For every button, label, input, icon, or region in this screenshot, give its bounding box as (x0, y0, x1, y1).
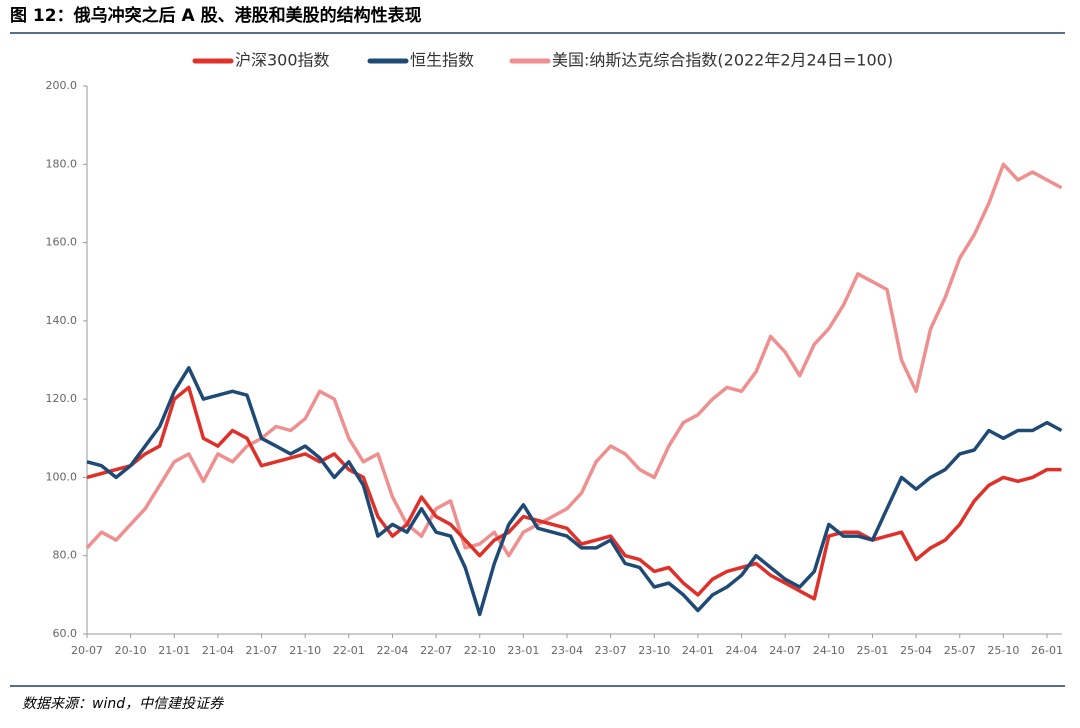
x-tick-label: 24-07 (769, 644, 801, 657)
series-line (85, 162, 1063, 558)
legend: 沪深300指数 恒生指数 美国:纳斯达克综合指数(2022年2月24日=100) (192, 51, 893, 70)
series-line (86, 366, 1063, 617)
source: 数据来源：wind，中信建投证券 (22, 696, 224, 712)
y-tick-label: 80.0 (53, 549, 78, 562)
x-tick-label: 24-01 (682, 644, 714, 657)
x-tick-label: 20-10 (115, 644, 147, 657)
series-line (86, 385, 1062, 601)
y-tick-label: 60.0 (53, 627, 78, 640)
x-tick-label: 20-07 (71, 644, 103, 657)
x-tick-label: 25-04 (900, 644, 932, 657)
y-tick-label: 180.0 (46, 157, 78, 170)
legend-label: 沪深300指数 (235, 51, 330, 70)
chart-title: 图 12：俄乌冲突之后 A 股、港股和美股的结构性表现 (10, 5, 422, 26)
x-tick-label: 21-01 (158, 644, 190, 657)
x-tick-label: 21-04 (202, 644, 234, 657)
x-tick-label: 25-10 (987, 644, 1019, 657)
x-tick-label: 23-10 (638, 644, 670, 657)
x-tick-label: 24-10 (813, 644, 845, 657)
legend-label: 美国:纳斯达克综合指数(2022年2月24日=100) (552, 51, 893, 70)
x-tick-label: 22-04 (376, 644, 408, 657)
x-tick-label: 22-10 (464, 644, 496, 657)
x-tick-label: 23-04 (551, 644, 583, 657)
x-tick-label: 21-10 (289, 644, 321, 657)
y-tick-label: 200.0 (46, 79, 78, 92)
y-tick-label: 120.0 (46, 392, 78, 405)
x-tick-label: 21-07 (246, 644, 278, 657)
x-tick-label: 25-01 (856, 644, 888, 657)
y-tick-label: 140.0 (46, 314, 78, 327)
legend-label: 恒生指数 (410, 51, 474, 70)
y-tick-label: 100.0 (46, 470, 78, 483)
x-tick-label: 22-01 (333, 644, 365, 657)
x-tick-label: 25-07 (944, 644, 976, 657)
x-tick-label: 23-01 (507, 644, 539, 657)
x-tick-label: 26-01 (1031, 644, 1063, 657)
x-tick-label: 22-07 (420, 644, 452, 657)
x-tick-label: 24-04 (726, 644, 758, 657)
y-tick-label: 160.0 (46, 236, 78, 249)
x-tick-label: 23-07 (595, 644, 627, 657)
